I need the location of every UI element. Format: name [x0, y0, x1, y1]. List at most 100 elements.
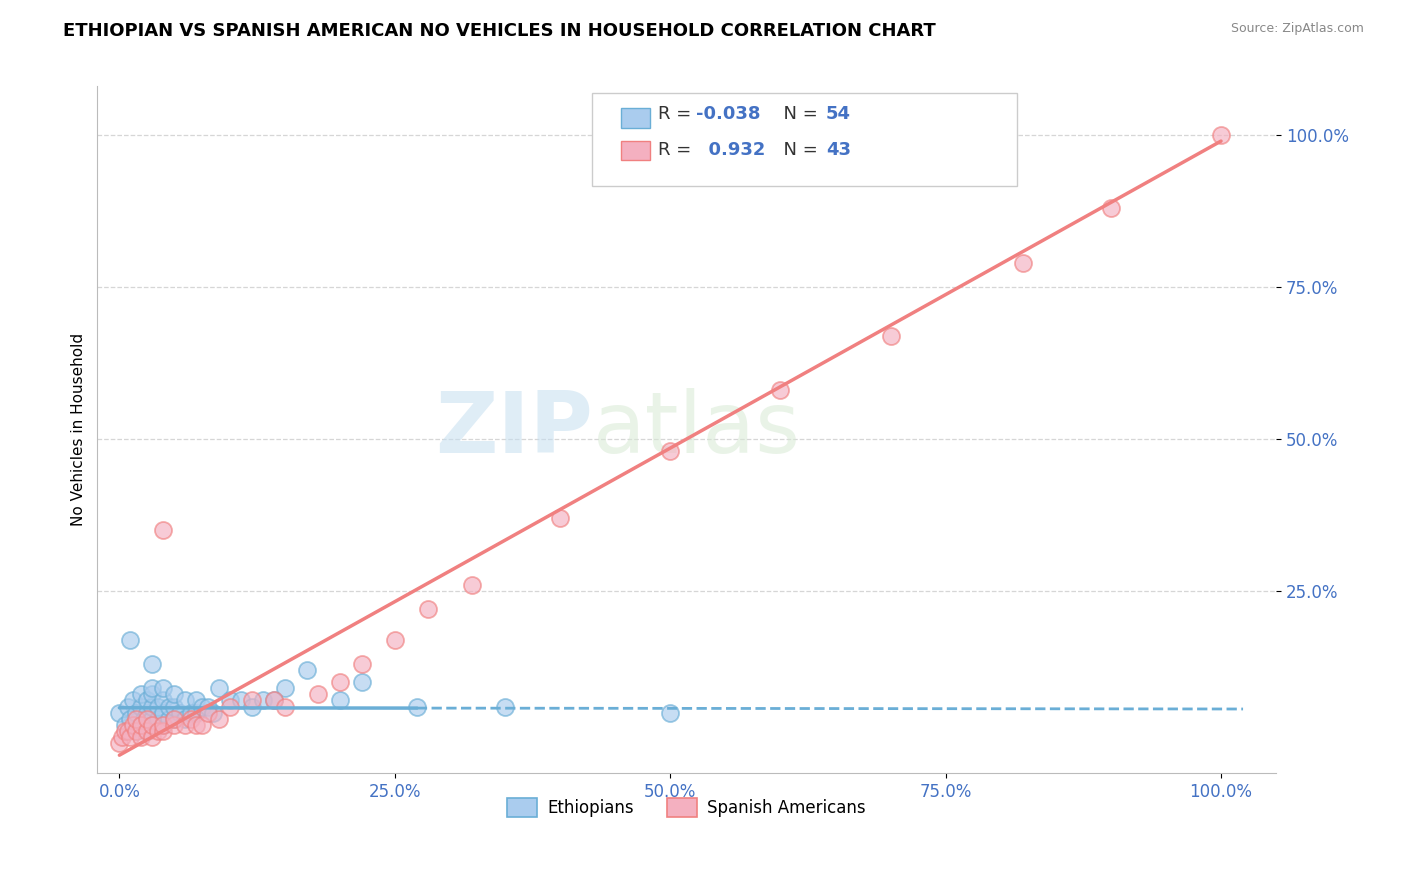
Point — [125, 723, 148, 738]
Point — [141, 712, 163, 726]
Point — [163, 687, 186, 701]
Point — [174, 693, 197, 707]
Text: N =: N = — [772, 141, 823, 159]
Point — [120, 632, 142, 647]
Point — [163, 712, 186, 726]
Point — [157, 699, 180, 714]
Point — [146, 699, 169, 714]
Point — [207, 681, 229, 696]
Point — [218, 693, 240, 707]
Point — [169, 706, 191, 720]
FancyBboxPatch shape — [620, 108, 650, 128]
Point — [163, 718, 186, 732]
Point — [329, 675, 352, 690]
Point — [384, 632, 406, 647]
Point — [141, 687, 163, 701]
Point — [135, 723, 157, 738]
Point — [135, 723, 157, 738]
Point — [218, 699, 240, 714]
FancyBboxPatch shape — [620, 141, 650, 160]
Point — [240, 693, 263, 707]
Text: 54: 54 — [825, 105, 851, 123]
Point — [1011, 255, 1033, 269]
Text: R =: R = — [658, 105, 697, 123]
Text: Source: ZipAtlas.com: Source: ZipAtlas.com — [1230, 22, 1364, 36]
Point — [120, 712, 142, 726]
Point — [141, 718, 163, 732]
Text: atlas: atlas — [592, 388, 800, 471]
Point — [202, 706, 225, 720]
Point — [141, 681, 163, 696]
Point — [494, 699, 516, 714]
FancyBboxPatch shape — [592, 94, 1017, 186]
Point — [252, 693, 274, 707]
Point — [152, 523, 174, 537]
Text: 43: 43 — [825, 141, 851, 159]
Point — [174, 712, 197, 726]
Point — [273, 681, 295, 696]
Point — [146, 723, 169, 738]
Point — [548, 511, 571, 525]
Point — [132, 712, 155, 726]
Point — [180, 712, 202, 726]
Point — [240, 699, 263, 714]
Point — [180, 706, 202, 720]
Point — [125, 723, 148, 738]
Point — [186, 718, 208, 732]
Point — [135, 712, 157, 726]
Point — [152, 723, 174, 738]
Legend: Ethiopians, Spanish Americans: Ethiopians, Spanish Americans — [501, 791, 873, 823]
Point — [121, 718, 143, 732]
Point — [131, 687, 153, 701]
Point — [135, 706, 157, 720]
Point — [416, 602, 439, 616]
Point — [263, 693, 285, 707]
Point — [659, 444, 682, 458]
Point — [141, 699, 163, 714]
Point — [131, 718, 153, 732]
Point — [659, 706, 682, 720]
Point — [125, 712, 148, 726]
Point — [207, 712, 229, 726]
Point — [108, 706, 131, 720]
Y-axis label: No Vehicles in Household: No Vehicles in Household — [72, 334, 86, 526]
Point — [131, 730, 153, 744]
Point — [152, 718, 174, 732]
Point — [229, 693, 252, 707]
Point — [273, 699, 295, 714]
Text: ETHIOPIAN VS SPANISH AMERICAN NO VEHICLES IN HOUSEHOLD CORRELATION CHART: ETHIOPIAN VS SPANISH AMERICAN NO VEHICLE… — [63, 22, 936, 40]
Point — [117, 723, 139, 738]
Point — [152, 706, 174, 720]
Point — [152, 681, 174, 696]
Point — [114, 723, 136, 738]
Point — [191, 718, 214, 732]
Point — [110, 730, 132, 744]
Point — [263, 693, 285, 707]
Point — [769, 384, 792, 398]
Text: ZIP: ZIP — [434, 388, 592, 471]
Text: -0.038: -0.038 — [696, 105, 761, 123]
Point — [350, 657, 373, 671]
Point — [117, 699, 139, 714]
Point — [197, 699, 219, 714]
Point — [186, 693, 208, 707]
Point — [141, 718, 163, 732]
Point — [120, 730, 142, 744]
Point — [405, 699, 427, 714]
Point — [121, 693, 143, 707]
Point — [197, 706, 219, 720]
Point — [157, 712, 180, 726]
Point — [108, 736, 131, 750]
Point — [131, 718, 153, 732]
Point — [307, 687, 329, 701]
Point — [879, 328, 901, 343]
Text: R =: R = — [658, 141, 697, 159]
Point — [461, 578, 484, 592]
Text: N =: N = — [772, 105, 823, 123]
Point — [186, 706, 208, 720]
Point — [141, 730, 163, 744]
Text: 0.932: 0.932 — [696, 141, 765, 159]
Point — [163, 699, 186, 714]
Point — [1099, 201, 1122, 215]
Point — [125, 706, 148, 720]
